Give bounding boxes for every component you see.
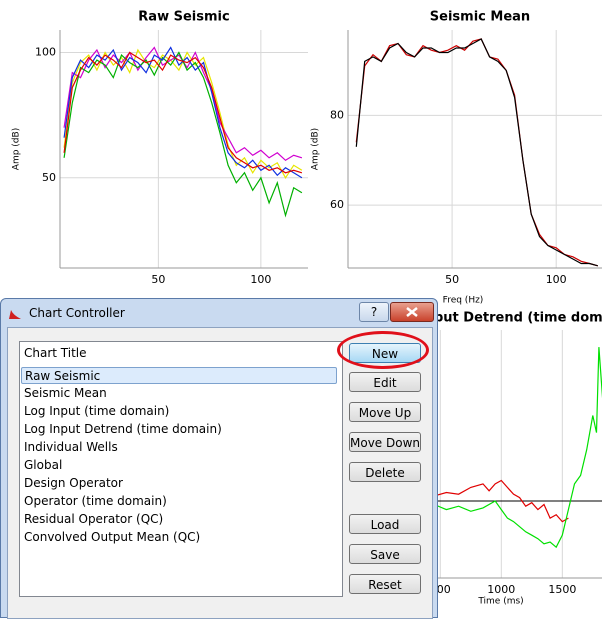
button[interactable]: Reset xyxy=(349,574,421,594)
list-item[interactable]: Convolved Output Mean (QC) xyxy=(24,530,201,544)
dialog-title: Chart Controller xyxy=(29,306,125,320)
series-line xyxy=(433,347,602,549)
button[interactable]: Delete xyxy=(349,462,421,482)
page: 50 100 50 100 Raw Seismic Amp (dB) 50 100 60 80 Se… xyxy=(0,9,602,619)
help-button[interactable]: ? xyxy=(359,302,389,322)
y-axis-label: Amp (dB) xyxy=(12,128,22,170)
charts: 50 100 50 100 Raw Seismic Amp (dB) 50 100 60 80 Se… xyxy=(12,10,602,607)
list-item[interactable]: Seismic Mean xyxy=(24,386,107,400)
button[interactable]: Move Down xyxy=(349,432,421,452)
y-tick-label: 100 xyxy=(35,46,56,59)
plot-area xyxy=(60,30,308,268)
list-item[interactable]: Log Input Detrend (time domain) xyxy=(24,422,222,436)
y-axis-label: Amp (dB) xyxy=(311,128,321,170)
x-tick-label: 1500 xyxy=(548,583,576,596)
plot-area xyxy=(348,30,602,268)
series-line xyxy=(63,51,303,174)
button[interactable]: Move Up xyxy=(349,402,421,422)
list-item[interactable]: Global xyxy=(24,458,63,472)
list-item[interactable]: Raw Seismic xyxy=(21,367,337,384)
list-item[interactable]: Log Input (time domain) xyxy=(24,404,170,418)
x-axis-label: Freq (Hz) xyxy=(443,296,484,306)
chart-controller-dialog: Chart Controller ? Chart Title Raw Seism… xyxy=(0,298,438,619)
x-axis-label: Time (ms) xyxy=(477,597,523,607)
list-item[interactable]: Operator (time domain) xyxy=(24,494,167,508)
x-tick-label: 50 xyxy=(445,273,459,286)
x-tick-label: 50 xyxy=(151,273,165,286)
button[interactable]: Edit xyxy=(349,372,421,392)
chart-list: Chart Title Raw Seismic Seismic Mean Log I… xyxy=(19,341,343,597)
series-line xyxy=(434,479,569,523)
highlight-ellipse xyxy=(337,331,429,369)
dialog-body: Chart Title Raw Seismic Seismic Mean Log I… xyxy=(7,327,433,619)
list-item[interactable]: Design Operator xyxy=(24,476,123,490)
button[interactable]: Save xyxy=(349,544,421,564)
chart-title: Seismic Mean xyxy=(430,10,530,25)
chart-title: Raw Seismic xyxy=(138,10,229,25)
y-tick-label: 80 xyxy=(330,108,344,121)
list-header: Chart Title xyxy=(24,346,87,360)
close-button[interactable] xyxy=(390,302,434,322)
x-tick-label: 1000 xyxy=(487,583,515,596)
series-line xyxy=(355,38,598,267)
y-tick-label: 60 xyxy=(330,198,344,211)
x-tick-label: 100 xyxy=(546,273,567,286)
close-icon xyxy=(406,307,418,317)
list-item[interactable]: Residual Operator (QC) xyxy=(24,512,164,526)
window-icon xyxy=(9,310,21,319)
x-tick-label: 100 xyxy=(250,273,271,286)
button[interactable]: Load xyxy=(349,514,421,534)
list-item[interactable]: Individual Wells xyxy=(24,440,118,454)
chart-title: Log Input Detrend (time domain) xyxy=(389,311,602,326)
y-tick-label: 50 xyxy=(42,171,56,184)
